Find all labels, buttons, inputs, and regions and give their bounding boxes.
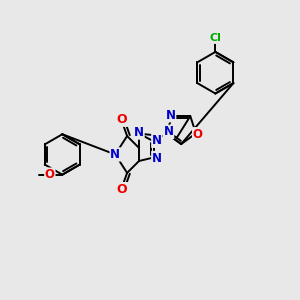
Text: N: N xyxy=(152,134,162,147)
Text: O: O xyxy=(45,168,55,181)
Text: N: N xyxy=(166,109,176,122)
Text: N: N xyxy=(134,126,144,139)
Text: N: N xyxy=(110,148,120,161)
Text: O: O xyxy=(117,183,128,196)
Text: N: N xyxy=(152,152,162,164)
Text: O: O xyxy=(117,113,128,126)
Text: N: N xyxy=(164,125,174,138)
Text: O: O xyxy=(193,128,203,141)
Text: Cl: Cl xyxy=(209,33,221,43)
